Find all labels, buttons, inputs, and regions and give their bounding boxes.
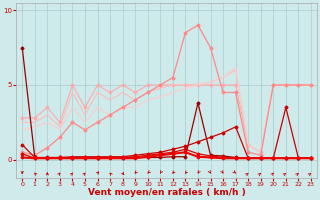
X-axis label: Vent moyen/en rafales ( km/h ): Vent moyen/en rafales ( km/h ) bbox=[88, 188, 245, 197]
